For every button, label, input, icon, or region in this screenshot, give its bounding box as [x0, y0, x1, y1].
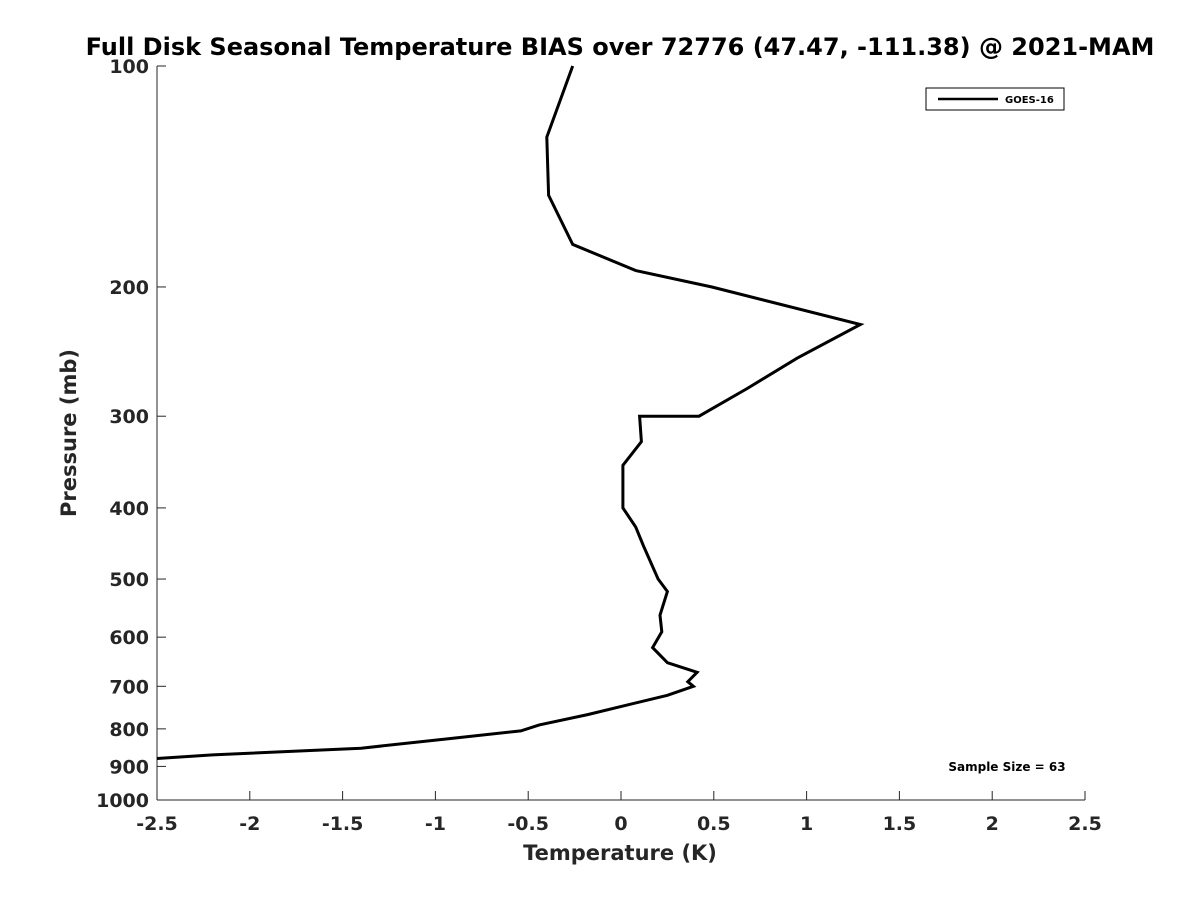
y-axis-label: Pressure (mb) — [57, 349, 81, 517]
y-tick-label: 1000 — [96, 790, 149, 812]
x-tick-label: -1.5 — [322, 813, 364, 835]
x-tick-label: -2.5 — [136, 813, 178, 835]
x-tick-label: 1.5 — [883, 813, 917, 835]
x-tick-label: 2 — [986, 813, 999, 835]
y-tick-label: 600 — [109, 627, 149, 649]
y-tick-label: 100 — [109, 56, 149, 78]
x-axis-ticks: -2.5 -2 -1.5 -1 -0.5 0 0.5 1 1.5 2 2.5 — [136, 791, 1102, 835]
x-tick-label: -0.5 — [507, 813, 549, 835]
series-layer — [156, 65, 865, 760]
sample-size-annotation: Sample Size = 63 — [948, 760, 1065, 774]
y-tick-label: 800 — [109, 719, 149, 741]
x-tick-label: 0.5 — [697, 813, 731, 835]
y-tick-label: 500 — [109, 569, 149, 591]
series-line-goes-16 — [156, 65, 865, 760]
x-tick-label: 1 — [800, 813, 813, 835]
y-tick-label: 200 — [109, 277, 149, 299]
x-tick-label: 0 — [614, 813, 627, 835]
x-tick-label: -2 — [239, 813, 260, 835]
x-tick-label: 2.5 — [1068, 813, 1102, 835]
y-axis-ticks: 100 200 300 400 500 600 700 800 900 1000 — [96, 56, 166, 812]
y-tick-label: 400 — [109, 498, 149, 520]
y-tick-label: 300 — [109, 406, 149, 428]
chart-title: Full Disk Seasonal Temperature BIAS over… — [86, 33, 1155, 61]
y-tick-label: 900 — [109, 756, 149, 778]
legend: GOES-16 — [925, 87, 1065, 111]
x-tick-label: -1 — [425, 813, 446, 835]
y-tick-label: 700 — [109, 676, 149, 698]
x-axis-label: Temperature (K) — [523, 841, 717, 865]
legend-label-goes-16: GOES-16 — [1005, 95, 1054, 106]
plot-area — [157, 66, 1085, 800]
